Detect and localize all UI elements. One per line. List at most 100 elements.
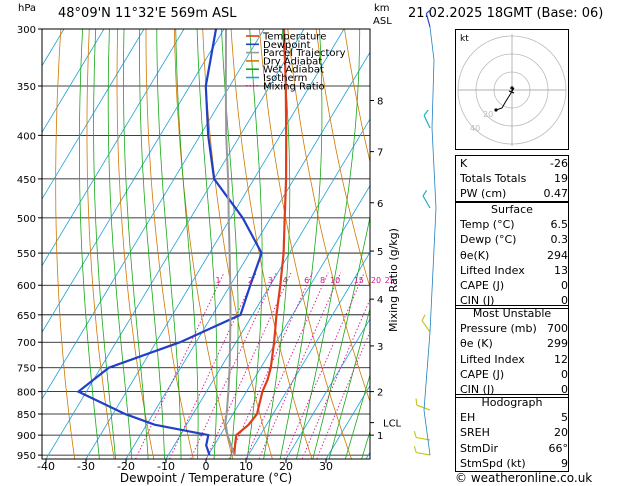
isotherm-line [85,29,345,459]
index-value: 5 [561,411,568,425]
temperature-tick-label: 10 [239,460,253,473]
index-value: 0.47 [543,187,569,201]
index-value: 0 [561,382,568,396]
km-tick-label: 3 [377,342,383,353]
hodograph-unit: kt [460,34,469,44]
wind-barb-flag [413,445,417,453]
km-label: km [374,3,390,14]
pressure-tick-label: 900 [17,431,36,442]
index-row: EH 5 [456,410,568,425]
wind-barb-flag [415,398,418,406]
mixing-ratio-label: 8 [320,276,325,285]
index-key: CIN (J) [460,382,495,396]
mixing-ratio-label: 2 [248,276,253,285]
mixing-ratio-line [301,298,370,459]
series-parcel-trajectory [224,29,236,456]
surface-title: Surface [491,203,533,216]
x-axis-label: Dewpoint / Temperature (°C) [120,471,292,485]
wet-adiabat-line [344,373,370,459]
km-tick-label: 6 [377,199,383,210]
index-key: StmDir [460,441,499,455]
index-key: Totals Totals [460,172,527,186]
isotherm-line [45,29,305,459]
isotherm-line [205,184,370,459]
temperature-tick-label: 0 [203,460,210,473]
index-value: 0 [561,278,568,292]
km-tick-label: 4 [377,295,383,306]
index-key: Lifted Index [460,263,525,277]
wind-barb [421,314,431,333]
wet-adiabat-line [107,29,133,459]
legend-label: Wet Adiabat [263,65,324,76]
index-key: Dewp (°C) [460,233,517,247]
index-value: 0 [561,367,568,381]
wet-adiabat-line [361,430,370,459]
index-value: 294 [547,248,568,262]
mixing-ratio-label: 3 [268,276,273,285]
dry-adiabat-line [344,29,370,164]
wind-profile-line [423,26,437,456]
km-tick-label: 5 [377,247,383,258]
index-key: θe (K) [460,337,493,351]
temperature-tick-label: -10 [157,460,175,473]
isotherm-line [285,318,370,459]
mixing-ratio-line [258,272,342,459]
index-key: θe(K) [460,248,490,262]
wet-adiabat-line [139,29,165,459]
isotherm-line [42,29,225,334]
indices-surface-box: Surface Temp (°C) 6.5 Dewp (°C) 0.3 θe(K) 294… [455,201,569,310]
index-key: EH [460,411,476,425]
index-row: StmDir 66° [456,441,568,456]
pressure-tick-label: 800 [17,388,36,399]
index-key: PW (cm) [460,187,507,201]
wet-adiabat-line [221,29,239,459]
index-key: K [460,157,468,170]
isotherm-line [125,51,370,459]
dry-adiabat-line [86,29,115,459]
mixing-ratio-label: 15 [354,276,364,285]
dry-adiabat-line [202,29,273,459]
temperature-tick-label: -40 [37,460,55,473]
legend-label: Temperature [262,32,326,43]
pressure-tick-label: 300 [17,25,36,36]
lcl-label: LCL [383,419,402,430]
mixing-ratio-line [316,330,370,459]
index-key: Temp (°C) [460,218,515,232]
index-value: 0 [561,294,568,308]
hodograph-title: Hodograph [481,396,543,409]
wet-adiabat-line [175,29,199,459]
dry-adiabat-line [373,29,455,459]
wet-adiabat-line [263,29,291,459]
index-value: 9 [561,456,568,470]
series-temperature [233,29,288,456]
pressure-tick-label: 850 [17,410,36,421]
index-value: 299 [547,337,568,351]
mixing-ratio-label: 25 [385,276,395,285]
most-unstable-title: Most Unstable [472,307,552,320]
wind-barb [423,109,431,129]
pressure-tick-label: 400 [17,131,36,142]
index-value: 19 [554,172,568,186]
wind-barb [422,189,431,209]
index-row: θe(K) 294 [456,248,568,263]
pressure-tick-label: 450 [17,175,36,186]
mixing-ratio-line [245,272,329,459]
wind-barb [413,445,431,456]
km-tick-label: 7 [377,148,383,159]
index-key: Pressure (mb) [460,322,537,336]
indices-basic-box: K -26 Totals Totals 19 PW (cm) 0.47 [455,155,569,203]
index-value: 20 [554,426,568,440]
index-row: Temp (°C) 6.5 [456,217,568,232]
series-dewpoint [76,29,263,456]
mixing-ratio-line [228,272,313,459]
index-value: 6.5 [550,218,569,232]
isotherm-line [42,29,145,200]
wind-barb-staff [416,451,431,456]
km-tick-label: 1 [377,431,383,442]
dry-adiabat-line [401,29,455,459]
index-row: K -26 [456,156,568,171]
pressure-tick-label: 550 [17,249,36,260]
km-tick-label: 2 [377,388,383,399]
pressure-tick-label: 650 [17,311,36,322]
index-row: CAPE (J) 0 [456,278,568,293]
